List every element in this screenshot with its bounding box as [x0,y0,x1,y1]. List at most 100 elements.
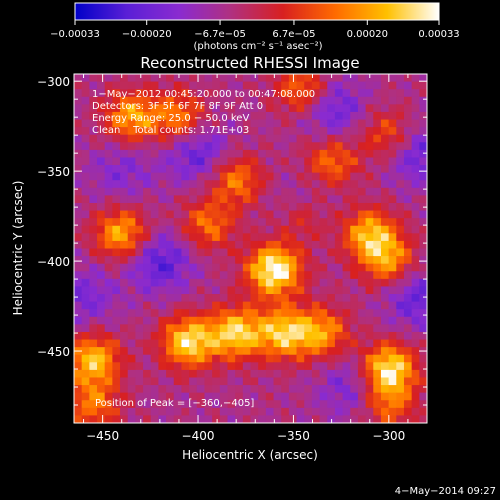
heatmap-cell [311,119,321,128]
heatmap-cell [419,385,427,394]
heatmap-cell [135,149,144,159]
heatmap-cell [304,187,313,196]
heatmap-cell [258,339,267,348]
heatmap-cell [89,81,98,90]
heatmap-cell [219,369,229,379]
heatmap-cell [350,301,359,310]
heatmap-cell [342,278,351,288]
annotation-energy-range: Energy Range: 25.0 − 50.0 keV [92,113,249,124]
heatmap-cell [350,240,359,250]
heatmap-cell [265,187,275,196]
heatmap-cell [112,316,121,325]
heatmap-cell [365,218,374,227]
heatmap-cell [319,225,328,234]
heatmap-cell [204,149,213,159]
heatmap-cell [373,392,382,401]
heatmap-cell [396,331,405,341]
heatmap-cell [342,362,351,371]
heatmap-cell [296,96,305,105]
heatmap-cell [250,362,259,371]
heatmap-cell [74,210,83,219]
heatmap-cell [327,134,336,143]
heatmap-cell [365,301,374,310]
heatmap-cell [204,407,213,417]
heatmap-cell [350,202,359,212]
heatmap-cell [296,271,305,280]
heatmap-cell [189,180,198,189]
heatmap-cell [411,415,420,423]
heatmap-cell [250,377,259,386]
heatmap-cell [334,240,344,250]
heatmap-cell [227,225,236,234]
heatmap-cell [112,233,121,242]
heatmap-cell [273,74,282,83]
heatmap-cell [219,263,229,272]
heatmap-cell [150,240,160,250]
heatmap-cell [319,415,328,423]
heatmap-cell [258,407,267,417]
heatmap-cell [311,324,321,333]
heatmap-cell [81,347,90,356]
heatmap-cell [196,354,206,363]
heatmap-cell [281,180,290,189]
heatmap-cell [327,142,336,151]
heatmap-cell [242,157,252,166]
heatmap-cell [319,127,328,136]
heatmap-cell [235,127,244,136]
heatmap-cell [219,195,229,204]
heatmap-cell [250,218,259,227]
heatmap-cell [204,385,213,394]
heatmap-cell [296,127,305,136]
heatmap-cell [373,278,382,288]
heatmap-cell [120,278,129,288]
heatmap-cell [143,104,152,113]
heatmap-cell [350,74,359,83]
heatmap-cell [89,240,98,250]
heatmap-cell [311,104,321,113]
heatmap-cell [411,301,420,310]
heatmap-cell [127,180,136,189]
heatmap-cell [357,324,367,333]
heatmap-cell [419,354,427,363]
heatmap-cell [258,415,267,423]
heatmap-cell [411,294,420,303]
heatmap-cell [342,385,351,394]
heatmap-cell [373,104,382,113]
heatmap-cell [327,362,336,371]
heatmap-cell [143,316,152,325]
heatmap-cell [166,142,175,151]
heatmap-cell [396,111,405,121]
heatmap-cell [258,225,267,234]
heatmap-cell [81,407,90,417]
heatmap-cell [365,392,374,401]
heatmap-cell [250,400,259,409]
heatmap-cell [411,142,420,151]
heatmap-cell [258,165,267,174]
heatmap-cell [242,134,252,143]
heatmap-cell [97,415,106,423]
heatmap-cell [104,195,113,204]
heatmap-cell [357,172,367,181]
heatmap-cell [204,263,213,272]
heatmap-cell [273,134,282,143]
heatmap-cell [396,294,405,303]
heatmap-cell [120,339,129,348]
heatmap-cell [380,142,390,151]
heatmap-cell [380,187,390,196]
heatmap-cell [189,339,198,348]
heatmap-cell [204,187,213,196]
heatmap-cell [311,134,321,143]
heatmap-cell [380,415,390,423]
heatmap-cell [396,240,405,250]
heatmap-cell [403,294,413,303]
heatmap-cell [304,316,313,325]
heatmap-cell [212,369,221,379]
heatmap-cell [242,415,252,423]
heatmap-cell [196,248,206,257]
heatmap-cell [212,225,221,234]
heatmap-cell [396,407,405,417]
heatmap-cell [204,111,213,121]
heatmap-cell [342,324,351,333]
heatmap-cell [104,248,113,257]
heatmap-cell [81,415,90,423]
